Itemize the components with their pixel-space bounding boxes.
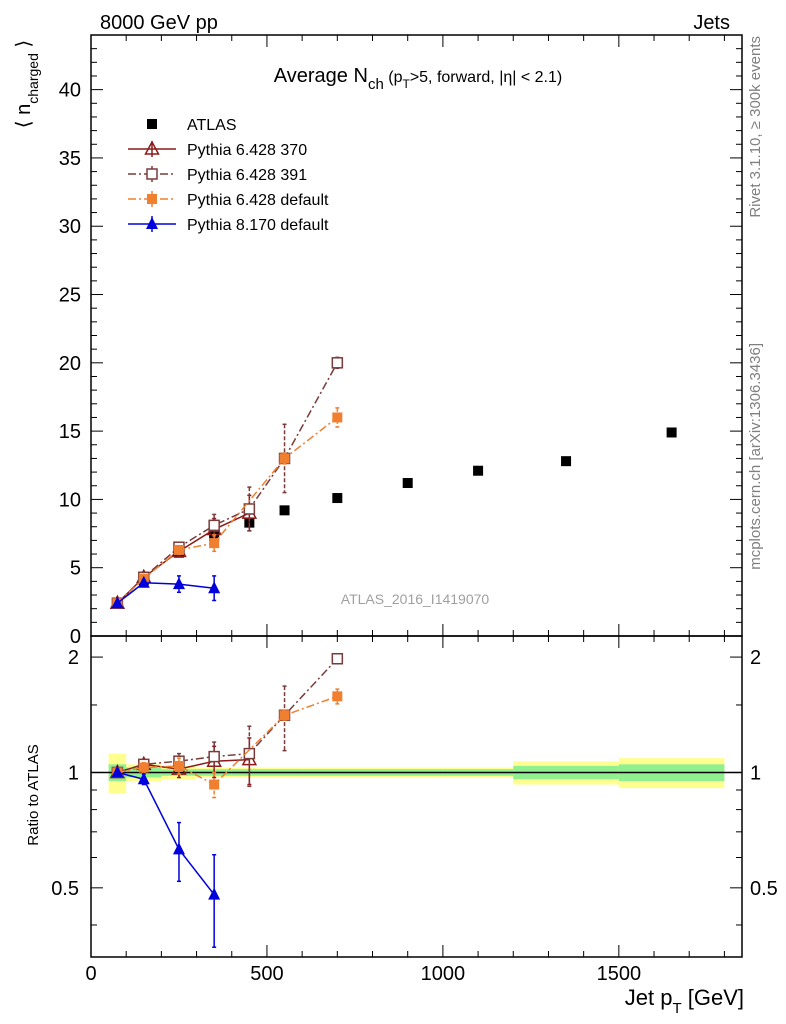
legend-entry: Pythia 6.428 391 [128,166,307,184]
legend-marker [146,168,158,180]
main-point-pythia-6-428-default [173,544,184,555]
ratio-point-pythia-8-170-default [172,842,185,855]
main-point-atlas [561,456,572,467]
main-point-pythia-6-428-391 [208,519,220,532]
legend-label: Pythia 6.428 370 [187,142,307,159]
ratio-point-pythia-8-170-default [208,887,221,900]
main-point-pythia-8-170-default [208,581,221,594]
main-point-pythia-6-428-391 [331,357,344,369]
main-y-label: ⟨ ncharged ⟩ [13,40,41,128]
main-point-pythia-8-170-default [137,575,150,588]
legend-label: Pythia 8.170 default [187,217,329,234]
legend-label: ATLAS [187,117,237,134]
main-point-atlas [473,465,484,476]
mcplots-label: mcplots.cern.ch [arXiv:1306.3436] [747,343,764,570]
ratio-point-pythia-6-428-391 [331,653,344,665]
main-title: Average Nch (pT>5, forward, |η| < 2.1) [274,65,562,93]
x-axis-label: Jet pT [GeV] [625,985,744,1017]
main-y-tick-label: 25 [59,285,81,307]
ratio-point-pythia-6-428-default [138,762,149,773]
main-y-tick-label: 35 [59,148,81,170]
legend: ATLAS Pythia 6.428 370 Pythia 6.428 391 Pyt… [128,117,329,234]
ratio-point-pythia-8-170-default [137,772,150,785]
main-point-atlas [402,478,413,489]
ratio-panel-frame [90,635,743,958]
ratio-y-label: Ratio to ATLAS [25,744,42,845]
legend-marker [147,119,157,129]
main-y-tick-label: 40 [59,80,81,102]
legend-marker [144,140,160,155]
x-axis-label-text: Jet pT [GeV] [625,985,744,1017]
main-point-atlas [332,493,343,504]
header-left: 8000 GeV pp [100,12,218,34]
legend-entry: ATLAS [147,117,237,134]
main-point-atlas [666,427,677,438]
main-point-pythia-6-428-391 [243,503,256,515]
ratio-y-tick-label: 0.5 [51,878,79,900]
legend-label: Pythia 6.428 391 [187,167,307,184]
main-y-tick-label: 0 [70,626,81,648]
main-point-pythia-6-428-default [332,412,343,423]
ratio-point-pythia-6-428-391 [243,747,256,760]
legend-label: Pythia 6.428 default [187,192,329,209]
main-line-pythia-6-428-370 [116,512,250,604]
main-plot-marks [109,356,677,609]
ratio-point-pythia-8-170-default [111,765,124,778]
axes: 0 500 1000 1500 0 5 10 15 20 25 30 35 40 0.5 0.5 1 1 2 2 [51,34,778,985]
x-tick-label: 1500 [597,963,642,985]
legend-entry: Pythia 6.428 370 [128,140,307,159]
x-tick-label: 1000 [421,963,466,985]
watermark: ATLAS_2016_I1419070 [341,591,490,607]
ratio-plot-marks [109,653,344,948]
main-point-pythia-8-170-default [172,577,185,590]
legend-entry: Pythia 6.428 default [128,191,329,209]
main-point-pythia-6-428-default [209,538,220,549]
main-y-tick-label: 30 [59,216,81,238]
main-y-label-text: ⟨ ncharged ⟩ [13,40,41,128]
ratio-point-pythia-6-428-default [332,691,343,702]
main-point-pythia-8-170-default [111,596,124,609]
main-y-tick-label: 5 [70,558,81,580]
ratio-y-tick-label-right: 0.5 [750,878,778,900]
legend-entry: Pythia 8.170 default [128,216,329,234]
ratio-point-pythia-6-428-default [173,760,184,771]
ratio-line-pythia-6-428-391 [117,658,338,774]
ratio-y-tick-label-right: 2 [750,647,761,669]
ratio-point-pythia-6-428-391 [208,750,220,763]
ratio-point-pythia-6-428-default [209,779,220,790]
x-tick-label: 0 [85,963,96,985]
main-y-tick-label: 10 [59,489,81,511]
main-point-atlas [279,505,290,516]
ratio-bands [91,753,742,794]
rivet-label: Rivet 3.1.10, ≥ 300k events [747,36,764,218]
x-tick-label: 500 [250,963,283,985]
ratio-y-tick-label-right: 1 [750,762,761,784]
header-right: Jets [693,12,730,34]
ratio-line-pythia-8-170-default [117,771,215,896]
main-line-pythia-6-428-default [116,416,338,604]
legend-marker [147,194,157,204]
ratio-y-tick-label: 2 [68,647,79,669]
main-y-tick-label: 15 [59,421,81,443]
main-point-pythia-6-428-default [279,453,290,464]
legend-marker [146,217,158,229]
ratio-y-tick-label: 1 [68,762,79,784]
main-y-tick-label: 20 [59,353,81,375]
main-line-pythia-8-170-default [116,581,215,604]
main-line-pythia-6-428-391 [116,362,338,604]
ratio-point-pythia-6-428-default [279,710,290,721]
